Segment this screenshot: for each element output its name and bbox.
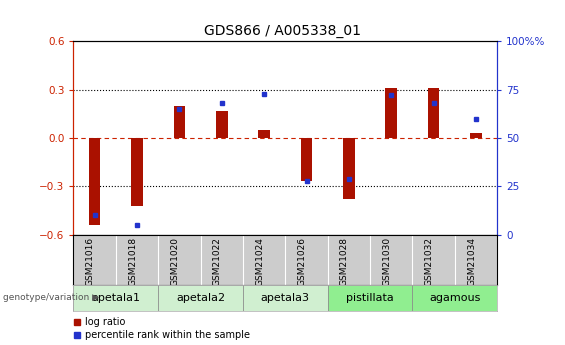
Bar — [89, 138, 101, 225]
Bar — [385, 88, 397, 138]
Bar — [343, 138, 355, 199]
Text: GSM21028: GSM21028 — [340, 237, 349, 286]
Text: agamous: agamous — [429, 293, 480, 303]
Bar — [428, 88, 440, 138]
Text: apetala1: apetala1 — [92, 293, 140, 303]
Text: pistillata: pistillata — [346, 293, 394, 303]
Bar — [258, 130, 270, 138]
Bar — [412, 285, 497, 310]
Text: apetala3: apetala3 — [261, 293, 310, 303]
Text: GSM21030: GSM21030 — [383, 237, 391, 286]
Bar — [328, 285, 412, 310]
Bar — [73, 285, 158, 310]
Text: GSM21034: GSM21034 — [467, 237, 476, 286]
Text: GSM21024: GSM21024 — [255, 237, 264, 286]
Text: GSM21026: GSM21026 — [298, 237, 306, 286]
Bar — [301, 138, 312, 181]
Text: GSM21016: GSM21016 — [86, 237, 95, 286]
Bar — [243, 285, 328, 310]
Bar — [216, 111, 228, 138]
Text: GSM21032: GSM21032 — [425, 237, 434, 286]
Bar — [131, 138, 143, 206]
Bar — [470, 133, 482, 138]
Bar — [158, 285, 243, 310]
Text: genotype/variation ▶: genotype/variation ▶ — [3, 293, 99, 302]
Text: GSM21022: GSM21022 — [213, 237, 221, 286]
Legend: log ratio, percentile rank within the sample: log ratio, percentile rank within the sa… — [73, 317, 250, 340]
Text: GSM21018: GSM21018 — [128, 237, 137, 286]
Text: GDS866 / A005338_01: GDS866 / A005338_01 — [204, 24, 361, 38]
Text: GSM21020: GSM21020 — [171, 237, 179, 286]
Bar — [173, 106, 185, 138]
Text: apetala2: apetala2 — [176, 293, 225, 303]
